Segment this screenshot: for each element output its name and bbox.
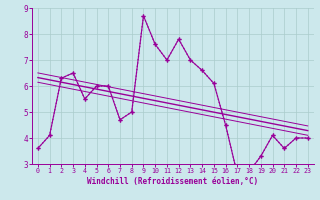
X-axis label: Windchill (Refroidissement éolien,°C): Windchill (Refroidissement éolien,°C) (87, 177, 258, 186)
